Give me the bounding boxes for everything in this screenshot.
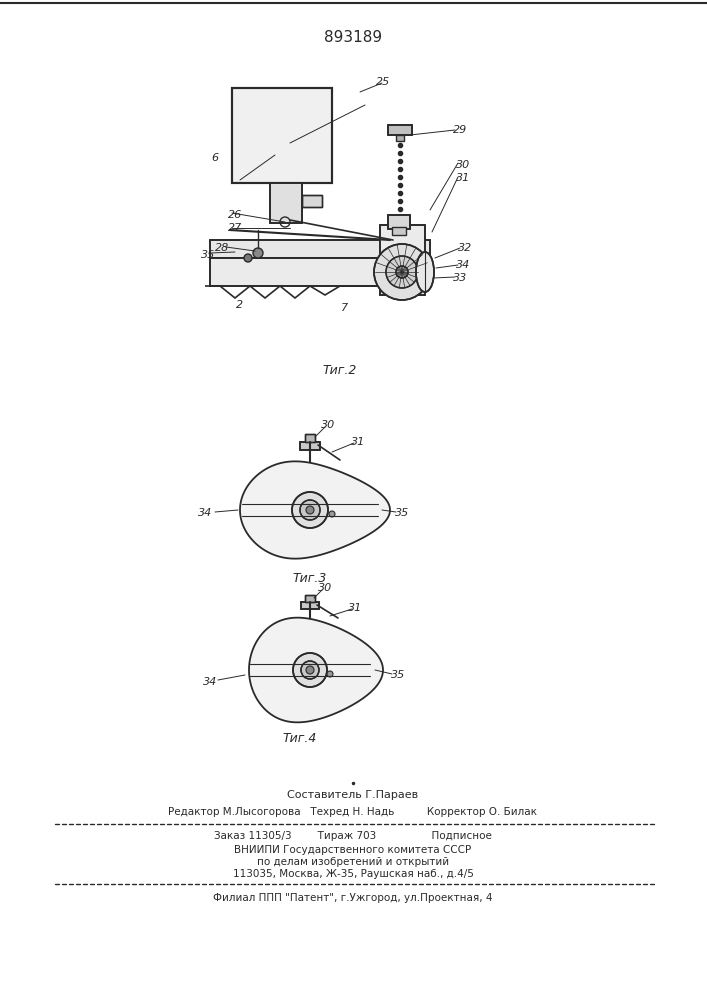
Circle shape [374,244,430,300]
Text: 30: 30 [318,583,332,593]
Text: 28: 28 [215,243,229,253]
Bar [301,602,319,609]
Text: 2: 2 [236,300,244,310]
Bar [388,125,412,135]
Circle shape [292,492,328,528]
Text: Τиг.4: Τиг.4 [283,732,317,744]
Text: 6: 6 [211,153,218,163]
Text: 35: 35 [395,508,409,518]
Ellipse shape [416,252,434,292]
Text: Составитель Г.Параев: Составитель Г.Параев [288,790,419,800]
Bar [305,434,315,442]
Circle shape [306,506,314,514]
Bar [210,240,430,258]
Circle shape [329,511,335,517]
Text: 35: 35 [391,670,405,680]
Text: 34: 34 [456,260,470,270]
Circle shape [306,666,314,674]
Circle shape [301,661,319,679]
Bar [232,88,332,183]
Text: 31: 31 [348,603,362,613]
Text: Τиг.2: Τиг.2 [323,363,357,376]
Bar [302,195,322,207]
Text: 34: 34 [198,508,212,518]
Text: 893189: 893189 [324,30,382,45]
Bar [305,595,315,602]
Bar [301,602,319,609]
Bar [392,227,406,235]
Text: 30: 30 [456,160,470,170]
Bar [380,225,425,295]
Circle shape [327,671,333,677]
Text: 33: 33 [453,273,467,283]
Bar [232,88,332,183]
Text: Τиг.3: Τиг.3 [293,572,327,584]
Bar [300,442,320,450]
Text: ВНИИПИ Государственного комитета СССР: ВНИИПИ Государственного комитета СССР [235,845,472,855]
Circle shape [386,256,418,288]
Polygon shape [240,461,390,559]
Text: 29: 29 [453,125,467,135]
Bar [305,434,315,442]
Bar [396,135,404,141]
Text: 32: 32 [458,243,472,253]
Bar [300,442,320,450]
Bar [210,258,430,286]
Text: Филиал ППП "Патент", г.Ужгород, ул.Проектная, 4: Филиал ППП "Патент", г.Ужгород, ул.Проек… [214,893,493,903]
Text: Заказ 11305/3        Тираж 703                 Подписное: Заказ 11305/3 Тираж 703 Подписное [214,831,492,841]
Bar [380,225,425,295]
Text: Редактор М.Лысогорова   Техред Н. Надь          Корректор О. Билак: Редактор М.Лысогорова Техред Н. Надь Кор… [168,807,537,817]
Polygon shape [249,618,383,722]
Circle shape [253,248,263,258]
Text: 30: 30 [321,420,335,430]
Circle shape [244,254,252,262]
Text: 26: 26 [228,210,242,220]
Text: 7: 7 [341,303,349,313]
Bar [210,258,430,286]
Bar [388,125,412,135]
Bar [305,595,315,602]
Text: 34: 34 [203,677,217,687]
Bar [210,240,430,258]
Circle shape [293,653,327,687]
Text: 35: 35 [201,250,215,260]
Bar [388,215,410,229]
Text: 27: 27 [228,223,242,233]
Text: 113035, Москва, Ж-35, Раушская наб., д.4/5: 113035, Москва, Ж-35, Раушская наб., д.4… [233,869,474,879]
Circle shape [300,500,320,520]
Text: по делам изобретений и открытий: по делам изобретений и открытий [257,857,449,867]
Bar [270,183,302,223]
Text: 31: 31 [351,437,365,447]
Bar [302,195,322,207]
Text: 31: 31 [456,173,470,183]
Bar [270,183,302,223]
Text: 25: 25 [376,77,390,87]
Bar [388,215,410,229]
Circle shape [396,266,408,278]
